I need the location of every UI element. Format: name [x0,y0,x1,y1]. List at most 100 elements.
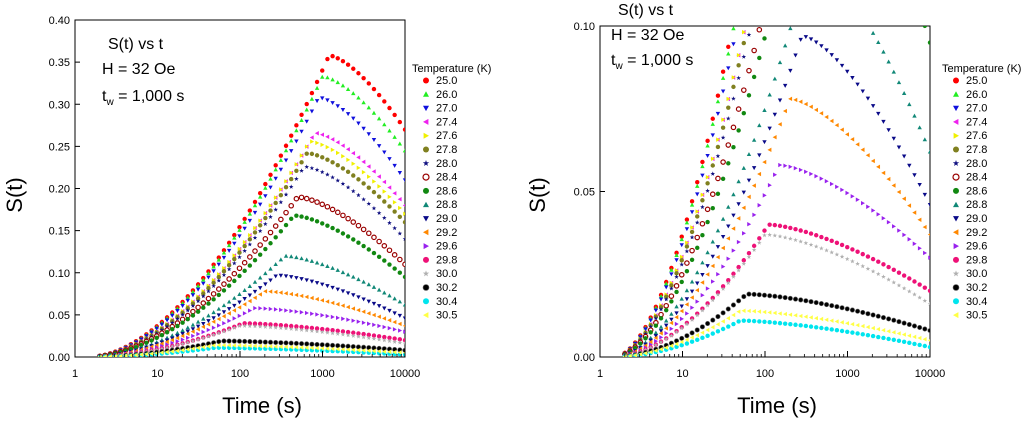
right-annotation-line1: S(t) vs t [618,2,674,19]
data-point-27.8 [382,199,387,204]
data-point-25.0 [345,62,351,67]
data-point-29.2 [751,183,756,188]
data-point-27.6 [258,218,263,223]
data-point-30.5 [731,312,736,318]
data-point-29.0 [283,274,289,279]
data-point-28.4 [391,252,398,258]
data-point-27.0 [309,109,315,114]
data-point-29.8 [299,324,304,330]
right-plot-frame [599,25,931,358]
data-point-30.5 [720,319,725,324]
data-point-30.5 [824,317,829,323]
data-point-30.5 [674,341,679,347]
data-point-27.8 [731,84,736,90]
data-point-26.0 [715,99,721,104]
data-point-28.6 [710,206,715,211]
data-point-28.6 [185,316,190,322]
data-point-30.2 [824,302,830,308]
data-point-30.0 [710,297,716,303]
data-point-28.4 [226,276,232,282]
data-point-28.0 [319,169,325,175]
data-point-30.5 [907,333,912,338]
data-point-30.2 [684,333,690,339]
data-point-28.0 [226,266,232,272]
data-point-30.2 [242,338,248,344]
data-point-26.0 [664,281,669,286]
data-point-30.2 [849,307,855,313]
data-point-29.8 [294,324,299,329]
data-point-28.6 [715,191,721,197]
data-point-26.0 [345,87,351,92]
data-point-27.0 [387,157,392,162]
data-point-27.4 [335,140,340,145]
data-point-27.0 [705,153,710,158]
data-point-29.6 [783,163,788,168]
data-point-30.2 [767,293,773,299]
data-point-29.0 [226,307,232,312]
data-point-29.2 [211,319,216,324]
data-point-27.4 [330,137,335,142]
data-point-29.2 [891,183,896,188]
data-point-29.0 [190,327,196,332]
data-point-30.5 [387,349,392,355]
legend-label-27.8: 27.8 [436,144,457,156]
data-point-27.8 [252,230,258,235]
data-point-28.4 [381,243,388,249]
data-point-28.4 [257,242,263,248]
data-point-29.0 [382,306,387,311]
data-point-30.0 [154,347,160,352]
data-point-28.8 [273,262,278,267]
legend-label-30.0: 30.0 [966,268,987,280]
data-point-30.5 [139,352,143,357]
data-point-26.0 [700,164,705,169]
data-point-29.0 [839,63,845,68]
data-point-30.0 [819,245,824,251]
data-point-29.0 [252,289,258,294]
data-point-28.0 [340,181,346,186]
data-point-30.5 [273,344,278,349]
data-point-29.2 [195,327,200,332]
data-point-28.6 [268,241,273,246]
data-point-30.0 [850,258,855,264]
left-y-axis-label: S(t) [2,177,27,212]
data-point-27.6 [367,174,371,179]
data-point-27.6 [268,203,273,208]
legend-label-30.0: 30.0 [436,268,457,280]
data-point-27.6 [705,174,710,180]
data-point-27.0 [221,255,227,260]
data-point-30.5 [627,353,632,357]
data-point-29.6 [850,194,855,199]
data-point-28.8 [762,108,767,113]
data-point-28.8 [170,333,175,338]
data-point-27.6 [403,211,405,216]
data-point-26.0 [252,203,258,208]
data-point-28.6 [751,74,757,80]
data-point-30.4 [881,335,886,341]
data-point-29.6 [356,319,361,324]
data-point-28.6 [133,344,139,350]
data-point-30.0 [694,312,700,318]
data-point-27.6 [382,189,387,194]
data-point-27.8 [221,269,227,274]
data-point-28.6 [309,217,315,222]
data-point-29.2 [278,290,283,295]
data-point-29.6 [304,310,309,316]
data-point-28.0 [366,201,372,206]
data-point-29.0 [762,140,767,145]
data-point-30.2 [855,308,861,314]
data-point-29.6 [320,313,325,318]
data-point-30.2 [803,298,809,304]
data-point-28.0 [273,207,278,212]
legend-marker-28.6 [953,187,959,194]
data-point-27.8 [278,192,284,198]
data-point-29.6 [736,239,741,245]
data-point-29.8 [252,321,258,326]
data-point-28.0 [283,192,289,197]
data-point-30.0 [319,329,325,335]
data-point-27.0 [206,275,211,280]
data-point-30.0 [309,328,315,333]
data-point-27.6 [679,254,684,260]
data-point-30.4 [891,337,896,343]
left-annotation-line3: tw = 1,000 s [102,88,184,108]
data-point-30.2 [293,340,299,346]
